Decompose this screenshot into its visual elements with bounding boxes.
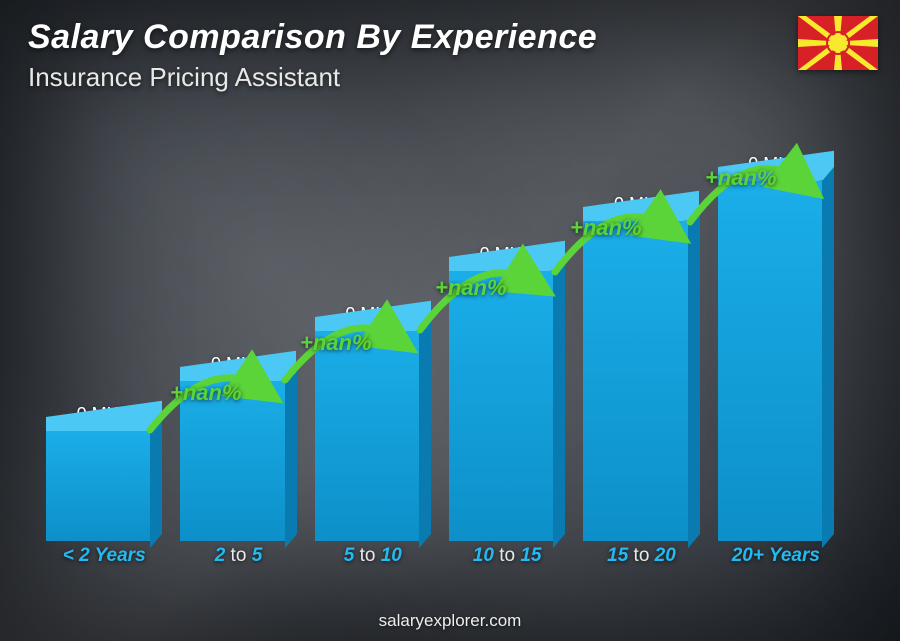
category-label: 10 to 15 <box>449 545 565 571</box>
category-label: < 2 Years <box>46 545 162 571</box>
category-label: 20+ Years <box>718 545 834 571</box>
delta-label: +nan% <box>170 380 242 406</box>
bar-shape <box>583 221 699 541</box>
infographic-canvas: Salary Comparison By Experience Insuranc… <box>0 0 900 641</box>
chart-subtitle: Insurance Pricing Assistant <box>28 62 340 93</box>
bar: 0 MKD <box>46 404 162 541</box>
category-label: 15 to 20 <box>583 545 699 571</box>
bar-chart: 0 MKD0 MKD0 MKD0 MKD0 MKD0 MKD < 2 Years… <box>40 120 840 571</box>
bar-shape <box>46 431 162 541</box>
chart-title: Salary Comparison By Experience <box>28 18 597 57</box>
bar-shape <box>315 331 431 541</box>
bar: 0 MKD <box>583 194 699 541</box>
category-row: < 2 Years 2 to 5 5 to 10 10 to 15 15 to 20 20… <box>40 545 840 571</box>
bar-shape <box>718 181 834 541</box>
category-label: 5 to 10 <box>315 545 431 571</box>
footer-attribution: salaryexplorer.com <box>0 611 900 631</box>
category-label: 2 to 5 <box>180 545 296 571</box>
delta-label: +nan% <box>435 275 507 301</box>
bar: 0 MKD <box>718 154 834 541</box>
delta-label: +nan% <box>300 330 372 356</box>
flag-icon <box>798 16 878 70</box>
delta-label: +nan% <box>570 215 642 241</box>
bar-shape <box>449 271 565 541</box>
delta-label: +nan% <box>705 165 777 191</box>
